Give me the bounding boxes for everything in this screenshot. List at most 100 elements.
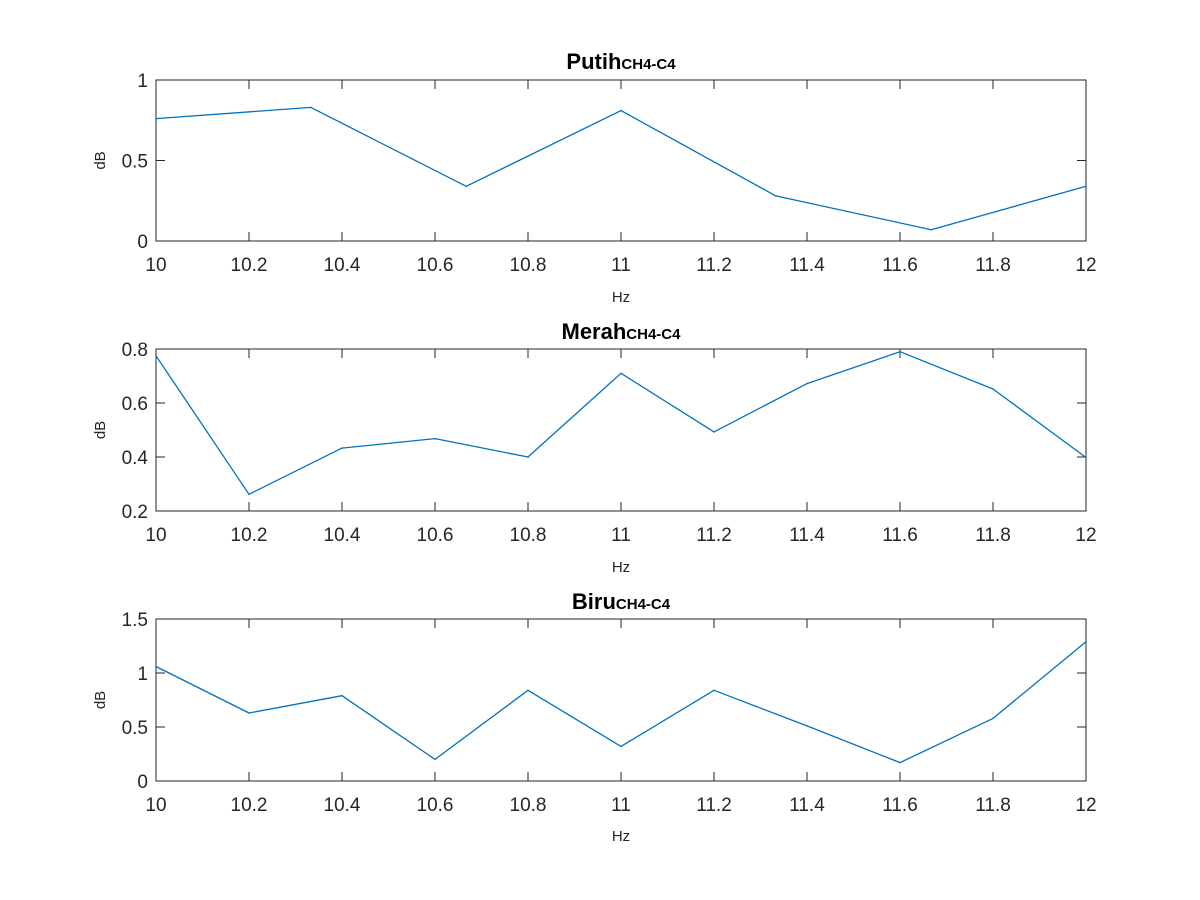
subplot-merah-x-tick-label: 10 — [145, 525, 166, 546]
subplot-merah-x-tick-label: 11.8 — [975, 525, 1011, 546]
subplot-merah-plot-area — [155, 350, 1087, 496]
subplot-merah-x-tick-label: 11 — [611, 525, 631, 546]
subplot-biru-xlabel: Hz — [612, 828, 630, 845]
subplot-putih-data-point — [310, 106, 312, 109]
subplot-biru-data-point — [806, 725, 808, 727]
subplot-putih-x-tick-label: 10.8 — [510, 255, 547, 276]
subplot-putih-x-tick-label: 11 — [611, 255, 631, 276]
subplot-putih-x-tick-label: 10.2 — [231, 255, 268, 276]
subplot-biru-data-point — [248, 712, 250, 714]
subplot-biru-x-tick-label: 10.8 — [510, 795, 547, 816]
subplot-biru-data-point — [899, 761, 901, 764]
subplot-merah-ylabel: dB — [92, 421, 109, 439]
subplot-merah-y-tick-label: 0.8 — [122, 340, 148, 361]
subplot-biru-ylabel: dB — [92, 691, 109, 709]
subplot-biru-data-point — [434, 758, 436, 761]
subplot-biru-x-tick-label: 12 — [1075, 795, 1096, 816]
subplot-putih-y-tick-label: 0 — [137, 232, 148, 253]
subplot-merah-data-point — [1085, 456, 1087, 459]
subplot-merah-data-point — [806, 382, 808, 385]
subplot-putih-x-tick-label: 11.2 — [696, 255, 732, 276]
subplot-merah-data-point — [341, 447, 343, 449]
subplot-putih-xlabel: Hz — [612, 289, 630, 306]
subplot-merah-x-tick-label: 10.4 — [324, 525, 361, 546]
subplot-merah-x-tick-label: 10.6 — [417, 525, 454, 546]
subplot-merah-data-point — [248, 493, 250, 496]
subplot-putih-axes-box — [155, 79, 1087, 242]
subplot-putih-x-tick-label: 10 — [145, 255, 166, 276]
subplot-merah-data-point — [713, 431, 715, 433]
subplot-putih-x-tick-label: 11.4 — [789, 255, 825, 276]
subplot-merah-xlabel: Hz — [612, 559, 630, 576]
subplot-biru-y-tick-label: 1.5 — [122, 610, 148, 631]
subplot-putih-plot-area — [155, 106, 1087, 231]
subplot-putih-y-tick-label: 0.5 — [122, 152, 148, 173]
subplot-putih-data-point — [930, 228, 932, 231]
subplot-biru-x-tick-label: 11 — [611, 795, 631, 816]
subplot-putih-data-point — [620, 109, 622, 112]
subplot-biru-axes-box — [155, 618, 1087, 782]
subplot-biru-title: BiruCH4-C4 — [572, 589, 671, 614]
subplot-biru: BiruCH4-C4 dB Hz 10 10.2 10.4 10.6 10.8 11 11.… — [92, 589, 1097, 845]
subplot-merah-data-point — [620, 372, 622, 375]
subplot-putih-data-point — [775, 195, 777, 197]
subplot-merah-axes-box — [155, 348, 1087, 512]
subplot-biru-y-tick-label: 1 — [137, 664, 148, 685]
subplot-merah-y-tick-label: 0.2 — [122, 502, 148, 523]
subplot-biru-x-tick-label: 10.2 — [231, 795, 268, 816]
subplot-merah-title-text: Merah — [562, 319, 627, 344]
subplot-merah-data-point — [899, 350, 901, 353]
subplot-biru-y-tick-label: 0.5 — [122, 718, 148, 739]
subplot-merah-x-tick-label: 12 — [1075, 525, 1096, 546]
subplot-biru-x-tick-label: 10.4 — [324, 795, 361, 816]
subplot-putih: PutihCH4-C4 dB Hz 10 10.2 10.4 10.6 10.8 11 11… — [92, 49, 1097, 306]
subplot-putih-y-tick-label: 1 — [137, 71, 148, 92]
subplot-putih-x-tick-label: 12 — [1075, 255, 1096, 276]
subplot-biru-x-tick-label: 10 — [145, 795, 166, 816]
subplot-biru-x-tick-label: 11.8 — [975, 795, 1011, 816]
subplot-biru-data-point — [155, 665, 157, 668]
subplot-merah-data-point — [992, 388, 994, 390]
subplot-merah-x-tick-label: 11.2 — [696, 525, 732, 546]
subplot-biru-data-point — [341, 694, 343, 697]
subplot-merah: MerahCH4-C4 dB Hz 10 10.2 10.4 10.6 10.8 11 11… — [92, 319, 1097, 576]
subplot-merah-x-tick-label: 10.2 — [231, 525, 268, 546]
subplot-biru-x-ticks: 10 10.2 10.4 10.6 10.8 11 11.2 11.4 11.6 11.8 12 — [145, 619, 1097, 816]
subplot-biru-x-tick-label: 10.6 — [417, 795, 454, 816]
subplot-biru-plot-area — [155, 640, 1087, 764]
subplot-biru-x-tick-label: 11.6 — [882, 795, 918, 816]
subplot-merah-y-tick-label: 0.4 — [122, 448, 149, 469]
subplot-putih-data-point — [1085, 185, 1087, 188]
subplot-biru-data-point — [620, 745, 622, 748]
subplot-biru-title-text: Biru — [572, 589, 616, 614]
subplot-putih-title-text: Putih — [566, 49, 621, 74]
subplot-merah-x-tick-label: 11.6 — [882, 525, 918, 546]
subplot-biru-data-point — [713, 689, 715, 692]
subplot-putih-title: PutihCH4-C4 — [566, 49, 676, 74]
subplot-putih-data-point — [155, 117, 157, 120]
subplot-biru-title-subscript: CH4-C4 — [616, 596, 671, 613]
subplot-merah-data-point — [527, 456, 529, 458]
subplot-biru-y-tick-label: 0 — [137, 772, 148, 793]
subplot-biru-data-point — [992, 717, 994, 720]
subplot-biru-x-tick-label: 11.2 — [696, 795, 732, 816]
subplot-putih-y-ticks: 00.51 — [122, 71, 1086, 253]
subplot-biru-x-tick-label: 11.4 — [789, 795, 825, 816]
subplot-putih-x-ticks: 10 10.2 10.4 10.6 10.8 11 11.2 11.4 11.6 11.8 12 — [145, 80, 1097, 276]
subplot-merah-y-ticks: 0.2 0.4 0.6 0.8 — [122, 340, 1086, 523]
subplot-merah-x-tick-label: 10.8 — [510, 525, 547, 546]
subplot-putih-x-tick-label: 11.8 — [975, 255, 1011, 276]
subplot-biru-data-point — [527, 689, 529, 692]
subplot-putih-x-tick-label: 10.6 — [417, 255, 454, 276]
subplot-putih-title-subscript: CH4-C4 — [621, 56, 676, 73]
subplot-putih-ylabel: dB — [92, 151, 109, 169]
subplot-merah-title-subscript: CH4-C4 — [626, 326, 681, 343]
subplot-merah-data-point — [434, 437, 436, 440]
subplot-putih-data-point — [465, 185, 468, 188]
subplot-merah-title: MerahCH4-C4 — [562, 319, 682, 344]
subplot-merah-y-tick-label: 0.6 — [122, 394, 148, 415]
subplot-biru-y-ticks: 0 0.5 1 1.5 — [122, 610, 1086, 793]
subplot-merah-data-point — [155, 355, 157, 357]
subplot-putih-x-tick-label: 10.4 — [324, 255, 361, 276]
